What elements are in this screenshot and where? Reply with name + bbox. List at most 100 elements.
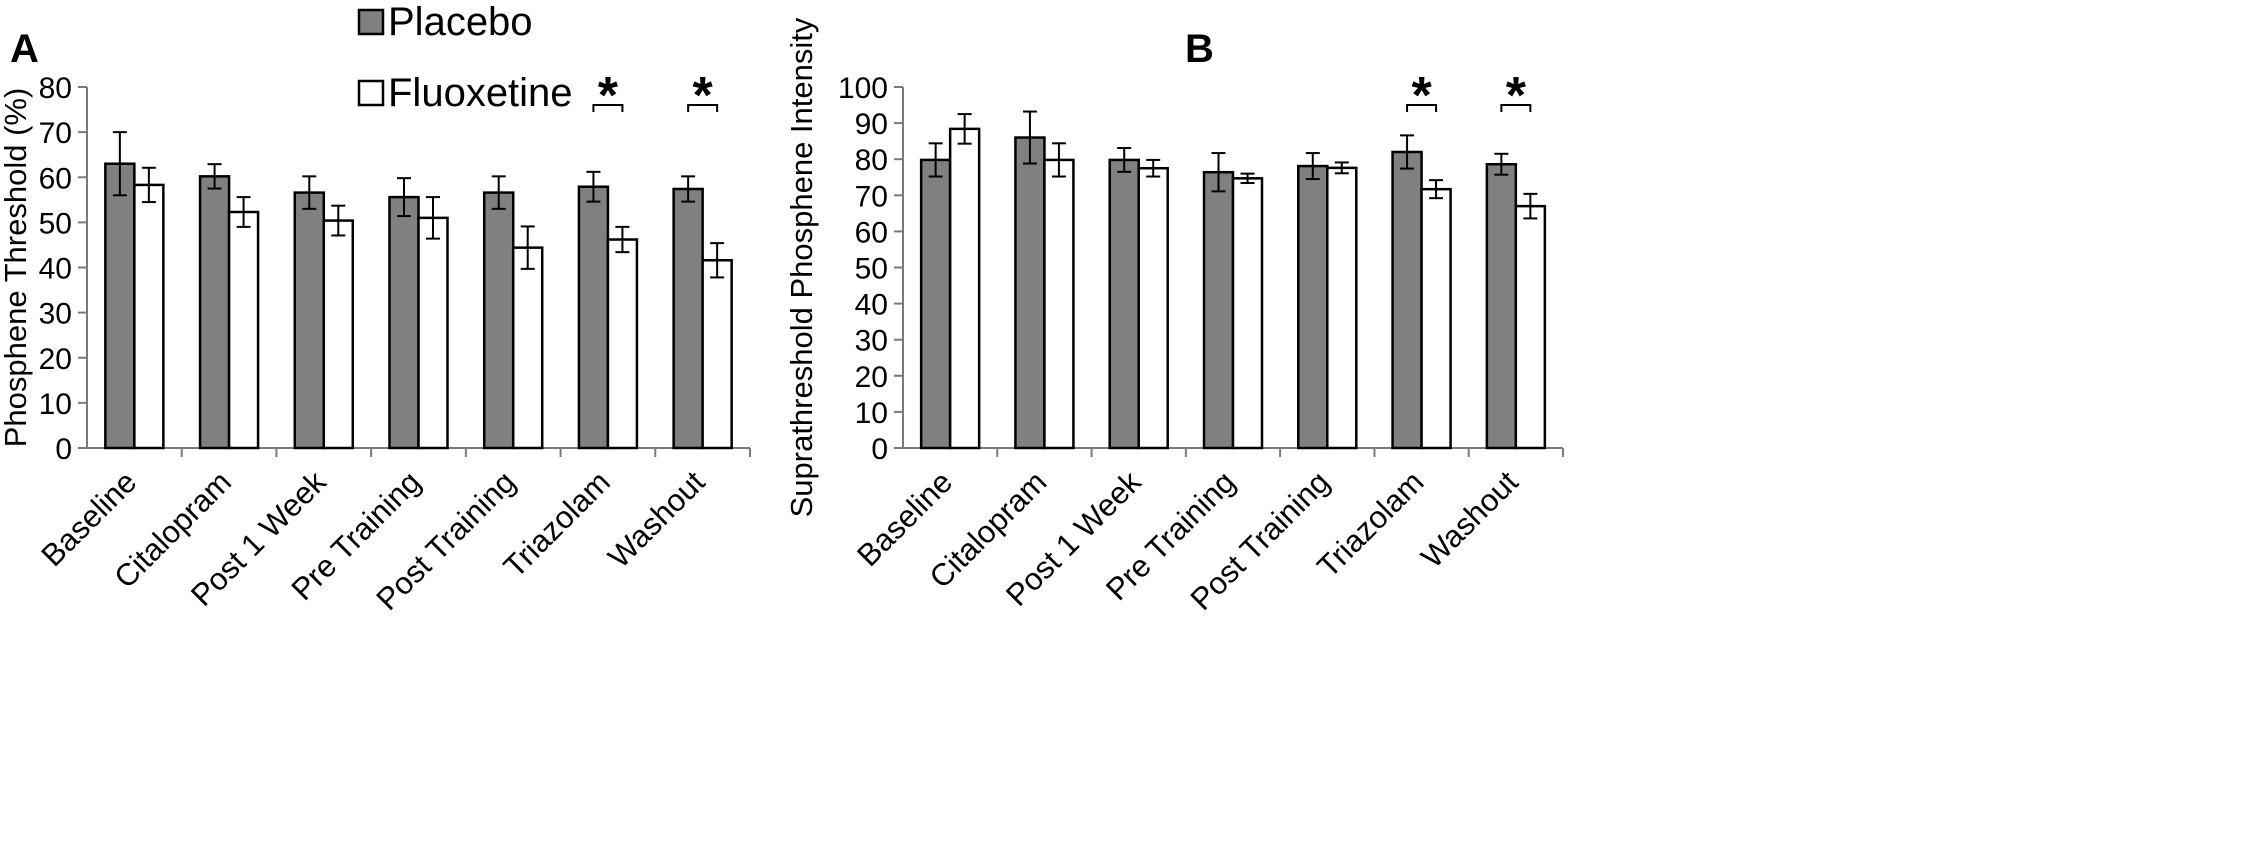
panel-b-y-tick-label-80: 80	[855, 144, 888, 177]
legend-label-placebo: Placebo	[388, 0, 533, 44]
panel-a-errorbar-fluoxetine-baseline	[141, 166, 156, 204]
panel-a-bar-placebo-baseline	[104, 162, 136, 450]
panel-b-errorbar-fluoxetine-post-training	[1334, 161, 1349, 175]
panel-b-errorbar-fluoxetine-baseline	[957, 113, 972, 145]
panel-a-errorbar-placebo-pre-training	[397, 177, 411, 218]
panel-b-y-tick-label-20: 20	[855, 361, 888, 394]
panel-b-bar-fluoxetine-pre-training	[1231, 177, 1264, 450]
panel-a-bar-fluoxetine-triazolam	[606, 238, 639, 450]
panel-a-errorbar-placebo-baseline	[112, 131, 127, 197]
panel-b-significance-bracket-triazolam	[1406, 104, 1438, 112]
panel-a-errorbar-placebo-post-training	[491, 175, 506, 210]
panel-a-significance-star-washout: *	[693, 67, 714, 125]
panel-a-bar-placebo-triazolam	[577, 185, 610, 450]
panel-a-y-tick-label-20: 20	[39, 343, 72, 376]
panel-b-errorbar-fluoxetine-triazolam	[1429, 179, 1444, 200]
panel-a-bar-fluoxetine-washout	[701, 259, 733, 450]
panel-a-errorbar-placebo-post-1-week	[302, 175, 317, 210]
panel-b-errorbar-placebo-citalopram	[1022, 110, 1037, 165]
panel-a-bar-placebo-citalopram	[198, 175, 231, 450]
panel-b-bar-placebo-triazolam	[1391, 150, 1423, 450]
panel-a-errorbar-fluoxetine-triazolam	[615, 225, 630, 254]
panel-b-bar-placebo-post-training	[1297, 164, 1329, 450]
panel-a-y-axis-title: Phosphene Threshold (%)	[0, 88, 33, 448]
panel-b-bar-placebo-washout	[1485, 163, 1518, 450]
panel-a-bar-fluoxetine-post-1-week	[322, 219, 355, 450]
panel-b-significance-washout: *	[1500, 67, 1532, 125]
panel-a-significance-star-triazolam: *	[598, 67, 619, 125]
panel-b-y-tick-label-10: 10	[855, 397, 888, 430]
legend-swatch-placebo	[357, 8, 385, 36]
panel-a-significance-bracket-washout	[687, 104, 719, 112]
panel-b-errorbar-fluoxetine-post-1-week	[1146, 158, 1161, 178]
panel-b-category-label-washout: Washout	[1414, 464, 1525, 575]
panel-a-y-tick-label-60: 60	[39, 162, 72, 195]
panel-b-bar-fluoxetine-washout	[1514, 204, 1547, 450]
panel-b-y-tick-label-50: 50	[855, 253, 888, 286]
panel-b-errorbar-placebo-washout	[1494, 152, 1509, 176]
panel-a-errorbar-fluoxetine-washout	[710, 242, 725, 279]
panel-a-bar-placebo-washout	[672, 187, 704, 450]
panel-a-errorbar-fluoxetine-post-1-week	[331, 204, 346, 237]
panel-b-significance-star-washout: *	[1506, 67, 1527, 125]
panel-b-errorbar-placebo-baseline	[928, 142, 943, 178]
panel-a-bar-placebo-post-training	[482, 191, 515, 450]
panel-b-errorbar-placebo-post-1-week	[1117, 147, 1132, 173]
panel-b-y-tick-label-100: 100	[838, 72, 888, 105]
panel-a-errorbar-fluoxetine-post-training	[520, 225, 535, 270]
panel-a-bar-placebo-pre-training	[388, 195, 420, 450]
panel-b-bar-fluoxetine-baseline	[948, 127, 981, 450]
legend-swatch-fluoxetine	[357, 79, 385, 107]
panel-a-y-tick-label-40: 40	[39, 253, 72, 286]
panel-b-y-tick-label-30: 30	[855, 325, 888, 358]
panel-a-errorbar-placebo-citalopram	[207, 163, 222, 190]
panel-a-y-tick-label-0: 0	[55, 433, 72, 466]
panel-b-errorbar-fluoxetine-citalopram	[1051, 142, 1066, 178]
panel-a-bar-fluoxetine-pre-training	[417, 216, 449, 450]
panel-a-y-tick-label-80: 80	[39, 72, 72, 105]
panel-a-bar-fluoxetine-post-training	[511, 246, 544, 450]
panel-b-errorbar-placebo-pre-training	[1211, 152, 1226, 193]
panel-a-y-tick-label-30: 30	[39, 298, 72, 331]
legend-label-fluoxetine: Fluoxetine	[388, 71, 573, 115]
panel-label-a: A	[10, 27, 39, 71]
legend: Placebo Fluoxetine	[357, 0, 573, 115]
panel-b-bar-fluoxetine-post-training	[1326, 166, 1358, 450]
panel-b-bar-placebo-pre-training	[1202, 170, 1235, 450]
panel-a-y-tick-label-10: 10	[39, 388, 72, 421]
panel-label-b: B	[1185, 27, 1214, 71]
panel-b-bar-placebo-citalopram	[1014, 136, 1046, 450]
panel-b-y-tick-label-90: 90	[855, 108, 888, 141]
panel-b-y-tick-label-40: 40	[855, 289, 888, 322]
panel-a-bar-fluoxetine-citalopram	[227, 210, 260, 450]
panel-b-bar-fluoxetine-citalopram	[1043, 158, 1075, 450]
panel-a-significance-washout: *	[687, 67, 719, 125]
panel-b-bar-fluoxetine-post-1-week	[1137, 166, 1169, 450]
panel-a-errorbar-fluoxetine-pre-training	[426, 196, 440, 240]
panel-a-category-label-washout: Washout	[601, 464, 712, 575]
panel-a-errorbar-fluoxetine-citalopram	[236, 196, 251, 228]
panel-a-y-tick-label-50: 50	[39, 207, 72, 240]
panel-b-significance-bracket-washout	[1500, 104, 1532, 112]
panel-b-errorbar-fluoxetine-pre-training	[1240, 172, 1255, 185]
panel-a-significance-bracket-triazolam	[592, 104, 624, 112]
panel-a-y-tick-label-70: 70	[39, 117, 72, 150]
panel-b-y-tick-label-60: 60	[855, 216, 888, 249]
panel-b-significance-star-triazolam: *	[1411, 67, 1432, 125]
panel-b-significance-triazolam: *	[1406, 67, 1438, 125]
panel-b-errorbar-placebo-post-training	[1305, 152, 1320, 181]
panel-a-errorbar-placebo-washout	[681, 175, 696, 203]
panel-b-y-tick-label-0: 0	[871, 433, 888, 466]
panel-a-bar-placebo-post-1-week	[293, 191, 326, 450]
panel-b-bar-placebo-post-1-week	[1108, 158, 1140, 450]
panel-b-y-tick-label-70: 70	[855, 180, 888, 213]
panel-a-significance-triazolam: *	[592, 67, 624, 125]
panel-b-errorbar-placebo-triazolam	[1400, 134, 1415, 170]
panel-b-bar-placebo-baseline	[919, 158, 952, 450]
panel-b-y-axis-title: Suprathreshold Phosphene Intensity	[784, 17, 819, 517]
panel-b-bar-fluoxetine-triazolam	[1420, 187, 1452, 450]
panel-b-errorbar-fluoxetine-washout	[1523, 192, 1538, 220]
